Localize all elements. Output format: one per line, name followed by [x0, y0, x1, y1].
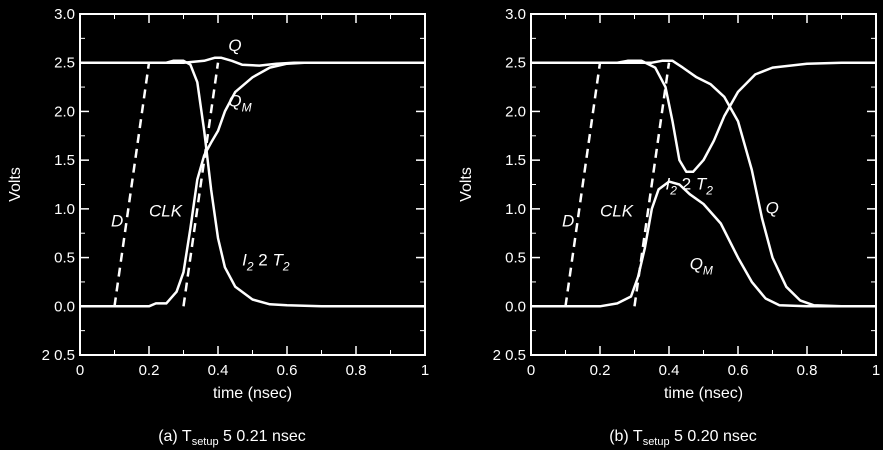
x-tick-label: 0.8 — [346, 362, 367, 379]
series-line-4 — [531, 180, 876, 308]
curve-annotation: Q — [228, 36, 241, 55]
y-tick-label: 1.5 — [54, 152, 75, 169]
chart-panel-1: 0 0.2 0.4 0.6 0.8 1 2 0.5 0.0 0.5 1.0 1.5 2.0 2.5 3.0… — [7, 6, 429, 448]
x-tick-label: 0.8 — [797, 362, 818, 379]
y-tick-label: 1.5 — [505, 152, 526, 169]
y-tick-label: 2.0 — [54, 103, 75, 120]
x-axis-label: time (nsec) — [213, 385, 292, 402]
y-tick-label: 2.0 — [505, 103, 526, 120]
series-line-2 — [633, 62, 671, 307]
curve-annotation: D — [562, 211, 574, 230]
chart-panel-2: 0 0.2 0.4 0.6 0.8 1 2 0.5 0.0 0.5 1.0 1.5 2.0 2.5 3.0… — [458, 6, 880, 448]
curve-annotation: D — [111, 211, 123, 230]
x-tick-label: 0 — [527, 362, 535, 379]
x-tick-label: 0 — [76, 362, 84, 379]
panel-caption: (b) Tsetup 5 0.20 nsec — [609, 428, 757, 448]
y-tick-label: 2 0.5 — [493, 347, 526, 364]
y-tick-label: 0.0 — [54, 298, 75, 315]
curve-annotation: CLK — [149, 202, 183, 221]
y-axis-label: Volts — [458, 167, 475, 202]
y-tick-label: 0.5 — [505, 250, 526, 267]
curve-annotation: QM — [690, 254, 713, 277]
x-tick-label: 1 — [421, 362, 429, 379]
curve-annotation: QM — [228, 92, 251, 115]
series-line-3 — [80, 59, 425, 308]
y-tick-label: 3.0 — [505, 6, 526, 23]
x-tick-label: 0.6 — [277, 362, 298, 379]
y-tick-label: 3.0 — [54, 6, 75, 23]
y-axis-label: Volts — [7, 167, 24, 202]
x-tick-label: 0.4 — [208, 362, 229, 379]
series-line-5 — [80, 56, 425, 67]
curve-annotation: CLK — [600, 202, 634, 221]
series-line-2 — [182, 62, 220, 307]
x-tick-label: 0.2 — [590, 362, 611, 379]
x-tick-label: 0.4 — [659, 362, 680, 379]
series-line-1 — [564, 62, 602, 307]
curve-annotation: Q — [766, 199, 779, 218]
series-line-1 — [113, 62, 151, 307]
x-tick-label: 0.2 — [139, 362, 160, 379]
y-tick-label: 2 0.5 — [42, 347, 75, 364]
y-tick-label: 0.0 — [505, 298, 526, 315]
curve-annotation: I2 2 T2 — [666, 174, 714, 197]
y-tick-label: 1.0 — [505, 201, 526, 218]
x-tick-label: 1 — [872, 362, 880, 379]
series-line-5 — [531, 59, 876, 308]
y-tick-label: 2.5 — [54, 55, 75, 72]
panel-caption: (a) Tsetup 5 0.21 nsec — [158, 428, 306, 448]
y-tick-label: 1.0 — [54, 201, 75, 218]
curve-annotation: I2 2 T2 — [242, 250, 290, 273]
x-tick-label: 0.6 — [728, 362, 749, 379]
series-line-4 — [80, 61, 425, 308]
y-tick-label: 0.5 — [54, 250, 75, 267]
series-line-3 — [531, 59, 876, 174]
y-tick-label: 2.5 — [505, 55, 526, 72]
x-axis-label: time (nsec) — [664, 385, 743, 402]
